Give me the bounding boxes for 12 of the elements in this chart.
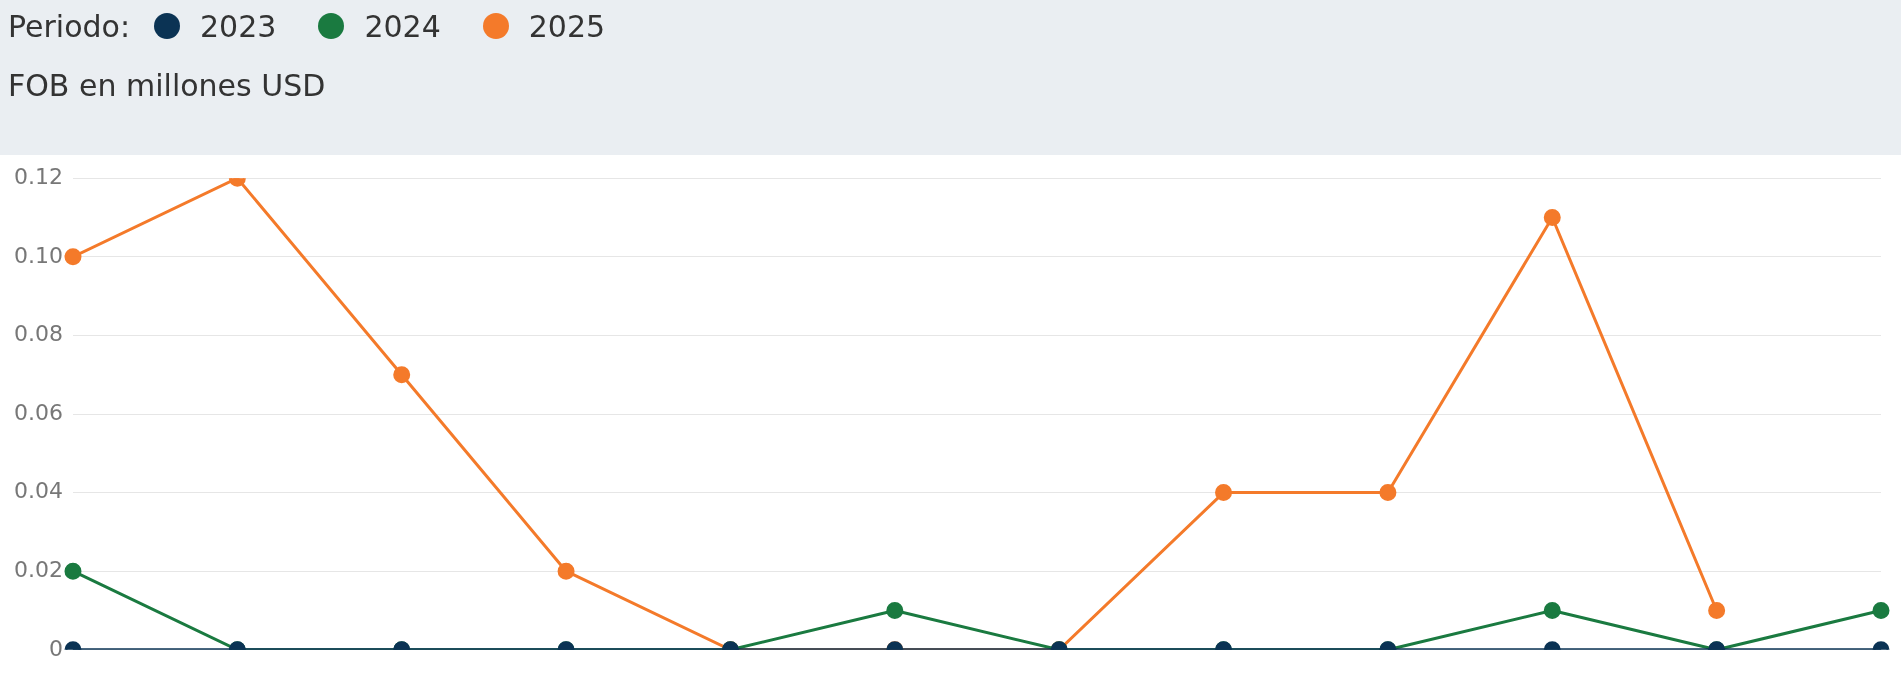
y-tick-label: 0.08 <box>14 321 63 347</box>
y-tick-label: 0.10 <box>14 242 63 268</box>
y-tick-label: 0 <box>48 635 63 661</box>
y-tick-label: 0.12 <box>14 163 63 189</box>
legend-label: 2024 <box>364 8 441 44</box>
legend-label: 2025 <box>528 8 606 44</box>
y-tick-label: 0.06 <box>14 399 63 425</box>
legend-label: 2023 <box>200 8 277 44</box>
y-tick-label: 0.02 <box>14 556 63 582</box>
legend-title: Periodo: <box>8 8 131 44</box>
chart-subtitle: FOB en millones USD <box>8 68 327 103</box>
y-tick-label: 0.04 <box>14 478 63 504</box>
